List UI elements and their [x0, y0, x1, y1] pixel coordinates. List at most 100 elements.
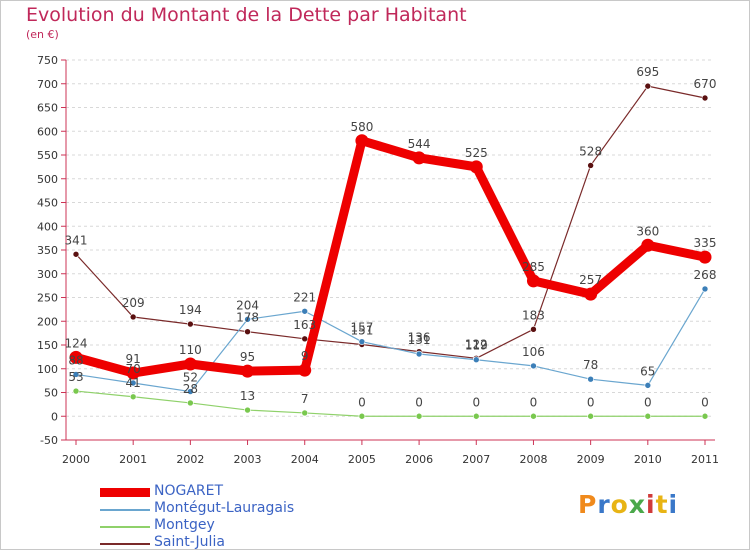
data-label-saint-julia: 670 [694, 77, 717, 91]
data-label-nogaret: 91 [126, 352, 141, 366]
data-point-montegut-lauragais [187, 388, 194, 395]
data-point-montgey [244, 406, 251, 414]
data-label-saint-julia: 178 [236, 311, 259, 325]
data-label-nogaret: 124 [65, 336, 88, 350]
legend-swatch-montgey [100, 526, 150, 528]
data-point-nogaret [183, 357, 197, 371]
data-point-montgey [415, 412, 423, 420]
data-point-saint-julia [530, 326, 537, 333]
data-point-montgey [701, 412, 709, 420]
data-point-montgey [530, 412, 537, 420]
data-point-nogaret [126, 366, 140, 380]
legend-swatch-saint-julia [100, 543, 150, 545]
data-label-nogaret: 285 [522, 260, 545, 274]
data-point-montegut-lauragais [358, 338, 366, 345]
x-tick-label: 2003 [234, 453, 262, 466]
data-point-montegut-lauragais [72, 371, 80, 378]
data-label-montgey: 28 [183, 382, 198, 396]
data-label-montgey: 0 [530, 395, 538, 409]
data-point-montegut-lauragais [244, 316, 251, 323]
data-label-saint-julia: 341 [65, 233, 88, 247]
data-point-nogaret [69, 350, 83, 364]
data-label-saint-julia: 163 [293, 318, 316, 332]
data-point-montgey [472, 412, 480, 420]
data-point-nogaret [241, 364, 255, 378]
data-label-saint-julia: 209 [122, 296, 145, 310]
x-tick-label: 2004 [291, 453, 319, 466]
y-tick-label: 350 [37, 244, 58, 257]
logo-letter: o [610, 490, 629, 519]
x-tick-label: 2010 [634, 453, 662, 466]
data-label-montgey: 0 [701, 395, 709, 409]
chart-subtitle: (en €) [26, 28, 59, 41]
data-label-saint-julia: 528 [579, 144, 602, 158]
y-tick-label: 500 [37, 173, 58, 186]
proxiti-logo: Proxiti [578, 490, 678, 519]
data-label-montegut-lauragais: 157 [350, 321, 373, 335]
data-label-montegut-lauragais: 65 [640, 364, 655, 378]
legend-label-montgey: Montgey [154, 517, 215, 533]
legend-label-nogaret: NOGARET [154, 483, 224, 499]
data-point-nogaret [412, 151, 426, 165]
data-label-montgey: 13 [240, 389, 255, 403]
y-tick-label: 600 [37, 125, 58, 138]
data-label-saint-julia: 194 [179, 303, 202, 317]
data-point-montgey [301, 409, 309, 417]
data-point-montegut-lauragais [415, 350, 423, 358]
data-point-nogaret [526, 274, 540, 288]
series-line-montgey [75, 390, 706, 417]
data-label-montgey: 0 [472, 395, 480, 409]
y-tick-label: 50 [44, 387, 58, 400]
logo-letter: r [597, 490, 611, 519]
series-line-nogaret [71, 136, 710, 378]
data-point-nogaret [584, 287, 598, 301]
y-tick-label: 0 [51, 410, 58, 423]
data-point-saint-julia [301, 335, 309, 343]
data-label-montegut-lauragais: 70 [126, 362, 141, 376]
data-label-montegut-lauragais: 204 [236, 298, 259, 312]
data-point-montgey [129, 393, 137, 401]
x-tick-label: 2009 [577, 453, 605, 466]
data-point-nogaret [469, 160, 483, 174]
data-point-montegut-lauragais [644, 382, 652, 389]
data-point-montegut-lauragais [587, 375, 594, 383]
data-point-montgey [72, 387, 80, 395]
data-point-montegut-lauragais [530, 362, 537, 370]
legend-swatch-montegut-lauragais [100, 509, 150, 511]
data-label-montegut-lauragais: 106 [522, 345, 545, 359]
data-label-montgey: 41 [126, 376, 141, 390]
legend-swatch-nogaret [100, 488, 150, 497]
y-tick-label: -50 [40, 434, 58, 447]
data-label-montegut-lauragais: 131 [408, 333, 431, 347]
y-tick-label: 300 [37, 268, 58, 281]
data-point-saint-julia [644, 82, 652, 90]
data-label-montegut-lauragais: 119 [465, 339, 488, 353]
data-point-saint-julia [244, 328, 251, 336]
series-line-saint-julia [75, 85, 706, 359]
legend-label-montegut-lauragais: Montégut-Lauragais [154, 500, 295, 516]
data-point-montgey [358, 412, 366, 420]
x-tick-label: 2011 [691, 453, 719, 466]
x-tick-label: 2000 [62, 453, 90, 466]
x-tick-label: 2001 [119, 453, 147, 466]
data-point-saint-julia [72, 250, 80, 258]
data-point-nogaret [355, 134, 369, 148]
data-point-montgey [587, 412, 594, 420]
x-tick-label: 2005 [348, 453, 376, 466]
logo-letter: i [668, 490, 679, 519]
data-label-saint-julia: 136 [408, 331, 431, 345]
data-label-montegut-lauragais: 268 [694, 268, 717, 282]
data-point-montegut-lauragais [472, 356, 480, 364]
data-point-saint-julia [587, 162, 594, 169]
data-label-nogaret: 257 [579, 273, 602, 287]
y-tick-label: 400 [37, 220, 58, 233]
data-label-montegut-lauragais: 221 [293, 290, 316, 304]
data-label-montgey: 0 [358, 395, 366, 409]
x-tick-label: 2007 [462, 453, 490, 466]
logo-letter: x [628, 490, 646, 519]
y-tick-label: 250 [37, 292, 58, 305]
y-tick-label: 650 [37, 102, 58, 115]
data-label-nogaret: 335 [694, 236, 717, 250]
